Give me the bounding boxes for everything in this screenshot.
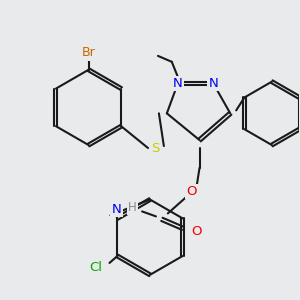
Text: S: S [151,142,159,154]
Text: Br: Br [82,46,95,59]
Text: N: N [111,203,121,216]
Text: H: H [128,201,136,214]
Text: Cl: Cl [89,261,102,274]
Text: N: N [208,77,218,90]
Text: O: O [186,185,197,198]
Text: O: O [191,225,202,238]
Text: N: N [173,77,183,90]
